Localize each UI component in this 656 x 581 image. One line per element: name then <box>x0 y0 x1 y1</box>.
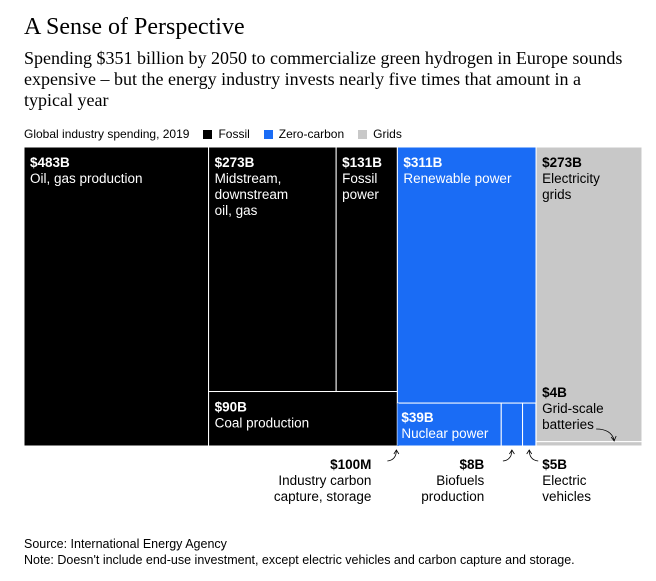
nuclear-value: $39B <box>401 410 434 425</box>
footnote: Note: Doesn't include end-use investment… <box>24 553 575 567</box>
legend-label-fossil: Fossil <box>218 127 250 141</box>
batteries-label-1: batteries <box>542 417 594 432</box>
grids-label-1: grids <box>542 187 572 202</box>
ev-value: $5B <box>542 457 567 472</box>
batteries-pointer <box>596 428 615 441</box>
oil-gas-label-0: Oil, gas production <box>30 171 143 186</box>
ccs-value: $100M <box>330 457 371 472</box>
grids-label-0: Electricity <box>542 171 600 186</box>
tile-oil-gas-production <box>23 146 210 447</box>
nuclear-label-0: Nuclear power <box>401 426 489 441</box>
ev-label-1: vehicles <box>542 489 591 504</box>
midstream-value: $273B <box>215 155 255 170</box>
batteries-label-0: Grid-scale <box>542 401 604 416</box>
fossil-power-label-0: Fossil <box>342 171 377 186</box>
chart-subtitle: Spending $351 billion by 2050 to commerc… <box>24 48 623 110</box>
batteries-value: $4B <box>542 385 567 400</box>
coal-value: $90B <box>215 400 248 415</box>
tile-carbon-capture <box>397 403 399 446</box>
ev-pointer-head <box>526 449 533 455</box>
ccs-pointer <box>387 449 397 462</box>
ev-label-0: Electric <box>542 473 587 488</box>
biofuels-value: $8B <box>459 457 484 472</box>
tile-electricity-grids <box>535 146 643 443</box>
tile-grid-scale-batteries <box>535 441 643 447</box>
renewable-value: $311B <box>403 155 442 170</box>
renewable-label-0: Renewable power <box>403 171 512 186</box>
ccs-pointer-head <box>393 449 400 455</box>
fossil-power-value: $131B <box>342 155 382 170</box>
grids-value: $273B <box>542 155 582 170</box>
source-note: Source: International Energy Agency <box>24 537 227 551</box>
legend: Global industry spending, 2019 Fossil Ze… <box>24 127 402 141</box>
chart-title: A Sense of Perspective <box>24 14 245 40</box>
legend-swatch-fossil <box>203 129 213 139</box>
tile-coal-production <box>208 391 398 447</box>
oil-gas-value: $483B <box>30 155 70 170</box>
midstream-label-0: Midstream, <box>215 171 282 186</box>
tile-electric-vehicles <box>522 402 537 447</box>
batteries-pointer-head <box>610 435 617 442</box>
legend-swatch-zero-carbon <box>263 129 273 139</box>
ccs-label-1: capture, storage <box>274 489 372 504</box>
legend-caption: Global industry spending, 2019 <box>24 127 190 141</box>
legend-label-grids: Grids <box>373 127 402 141</box>
midstream-label-2: oil, gas <box>215 203 258 218</box>
biofuels-label-0: Biofuels <box>436 473 484 488</box>
ccs-label-0: Industry carbon <box>278 473 371 488</box>
biofuels-pointer <box>502 449 513 462</box>
midstream-label-1: downstream <box>215 187 289 202</box>
tile-fossil-power <box>335 146 398 393</box>
fossil-power-label-1: power <box>342 187 379 202</box>
biofuels-label-1: production <box>421 489 484 504</box>
legend-swatch-grids <box>358 129 368 139</box>
biofuels-pointer-head <box>509 449 515 455</box>
tile-midstream-downstream <box>208 146 337 393</box>
tile-biofuels-production <box>500 402 524 447</box>
ev-pointer <box>528 449 539 462</box>
legend-label-zero-carbon: Zero-carbon <box>278 127 345 141</box>
tile-renewable-power <box>396 146 537 404</box>
coal-label-0: Coal production <box>215 416 310 431</box>
